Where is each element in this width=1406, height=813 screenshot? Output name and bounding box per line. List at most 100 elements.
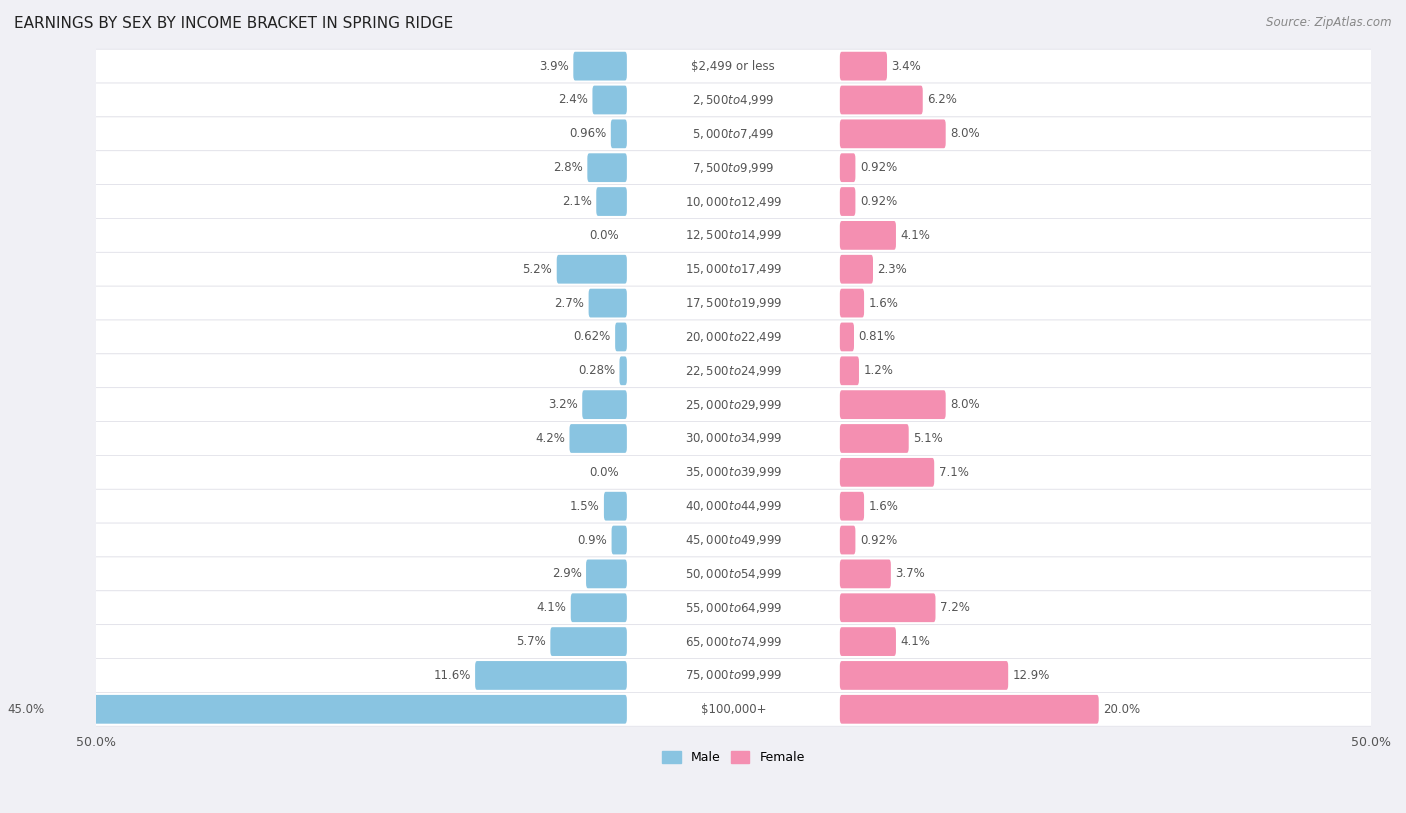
Text: 2.9%: 2.9% [551,567,582,580]
Text: 12.9%: 12.9% [1012,669,1050,682]
FancyBboxPatch shape [70,150,1396,185]
FancyBboxPatch shape [839,323,853,351]
Text: 3.4%: 3.4% [891,59,921,72]
FancyBboxPatch shape [574,52,627,80]
FancyBboxPatch shape [586,559,627,589]
FancyBboxPatch shape [557,254,627,284]
Text: $2,499 or less: $2,499 or less [692,59,775,72]
FancyBboxPatch shape [839,593,935,622]
FancyBboxPatch shape [596,187,627,216]
FancyBboxPatch shape [839,187,855,216]
FancyBboxPatch shape [839,492,865,520]
FancyBboxPatch shape [588,154,627,182]
FancyBboxPatch shape [839,559,891,589]
FancyBboxPatch shape [70,117,1396,150]
Text: $40,000 to $44,999: $40,000 to $44,999 [685,499,782,513]
FancyBboxPatch shape [592,85,627,115]
FancyBboxPatch shape [70,219,1396,252]
FancyBboxPatch shape [839,356,859,385]
FancyBboxPatch shape [839,120,946,148]
Text: $50,000 to $54,999: $50,000 to $54,999 [685,567,782,581]
FancyBboxPatch shape [839,458,934,487]
FancyBboxPatch shape [839,526,855,554]
Text: $10,000 to $12,499: $10,000 to $12,499 [685,194,782,209]
Text: EARNINGS BY SEX BY INCOME BRACKET IN SPRING RIDGE: EARNINGS BY SEX BY INCOME BRACKET IN SPR… [14,16,453,31]
Text: 0.92%: 0.92% [860,533,897,546]
FancyBboxPatch shape [610,120,627,148]
FancyBboxPatch shape [571,593,627,622]
Text: 4.1%: 4.1% [537,602,567,615]
FancyBboxPatch shape [839,390,946,419]
Text: 3.9%: 3.9% [538,59,569,72]
FancyBboxPatch shape [70,320,1396,354]
Text: 5.1%: 5.1% [912,432,943,445]
FancyBboxPatch shape [612,526,627,554]
Text: $45,000 to $49,999: $45,000 to $49,999 [685,533,782,547]
FancyBboxPatch shape [70,455,1396,489]
FancyBboxPatch shape [70,591,1396,624]
Text: 5.2%: 5.2% [523,263,553,276]
FancyBboxPatch shape [839,627,896,656]
Text: 0.96%: 0.96% [569,128,606,141]
FancyBboxPatch shape [550,627,627,656]
FancyBboxPatch shape [70,286,1396,320]
Text: 4.2%: 4.2% [536,432,565,445]
Text: 0.62%: 0.62% [574,330,610,343]
Text: 0.0%: 0.0% [589,229,619,242]
Text: Source: ZipAtlas.com: Source: ZipAtlas.com [1267,16,1392,29]
Text: 2.7%: 2.7% [554,297,583,310]
Text: $2,500 to $4,999: $2,500 to $4,999 [692,93,775,107]
FancyBboxPatch shape [569,424,627,453]
FancyBboxPatch shape [839,289,865,317]
FancyBboxPatch shape [70,557,1396,591]
Text: 1.5%: 1.5% [569,500,599,513]
Text: $15,000 to $17,499: $15,000 to $17,499 [685,263,782,276]
FancyBboxPatch shape [620,356,627,385]
Text: 45.0%: 45.0% [7,702,45,715]
FancyBboxPatch shape [70,523,1396,557]
Text: $25,000 to $29,999: $25,000 to $29,999 [685,398,782,411]
FancyBboxPatch shape [839,661,1008,689]
FancyBboxPatch shape [839,221,896,250]
Text: 3.7%: 3.7% [896,567,925,580]
FancyBboxPatch shape [839,85,922,115]
Text: $12,500 to $14,999: $12,500 to $14,999 [685,228,782,242]
Text: $35,000 to $39,999: $35,000 to $39,999 [685,465,782,480]
Text: 7.1%: 7.1% [939,466,969,479]
Text: 0.92%: 0.92% [860,161,897,174]
Text: 8.0%: 8.0% [950,128,980,141]
Text: 2.1%: 2.1% [562,195,592,208]
FancyBboxPatch shape [839,695,1098,724]
FancyBboxPatch shape [839,52,887,80]
FancyBboxPatch shape [70,83,1396,117]
FancyBboxPatch shape [70,388,1396,422]
FancyBboxPatch shape [70,422,1396,455]
Text: 7.2%: 7.2% [941,602,970,615]
Text: 0.81%: 0.81% [859,330,896,343]
Text: 1.2%: 1.2% [863,364,893,377]
Text: $5,000 to $7,499: $5,000 to $7,499 [692,127,775,141]
FancyBboxPatch shape [589,289,627,317]
Text: $20,000 to $22,499: $20,000 to $22,499 [685,330,782,344]
Text: $100,000+: $100,000+ [700,702,766,715]
FancyBboxPatch shape [839,154,855,182]
FancyBboxPatch shape [582,390,627,419]
Text: $30,000 to $34,999: $30,000 to $34,999 [685,432,782,446]
Text: 2.8%: 2.8% [553,161,583,174]
Text: $55,000 to $64,999: $55,000 to $64,999 [685,601,782,615]
Text: 0.92%: 0.92% [860,195,897,208]
Text: 1.6%: 1.6% [869,500,898,513]
Text: 1.6%: 1.6% [869,297,898,310]
Text: 0.9%: 0.9% [578,533,607,546]
FancyBboxPatch shape [70,50,1396,83]
Text: 4.1%: 4.1% [900,635,931,648]
FancyBboxPatch shape [70,659,1396,693]
FancyBboxPatch shape [70,624,1396,659]
Text: 0.0%: 0.0% [589,466,619,479]
Text: 5.7%: 5.7% [516,635,546,648]
Text: 8.0%: 8.0% [950,398,980,411]
FancyBboxPatch shape [49,695,627,724]
Text: $22,500 to $24,999: $22,500 to $24,999 [685,363,782,378]
FancyBboxPatch shape [616,323,627,351]
Text: 4.1%: 4.1% [900,229,931,242]
